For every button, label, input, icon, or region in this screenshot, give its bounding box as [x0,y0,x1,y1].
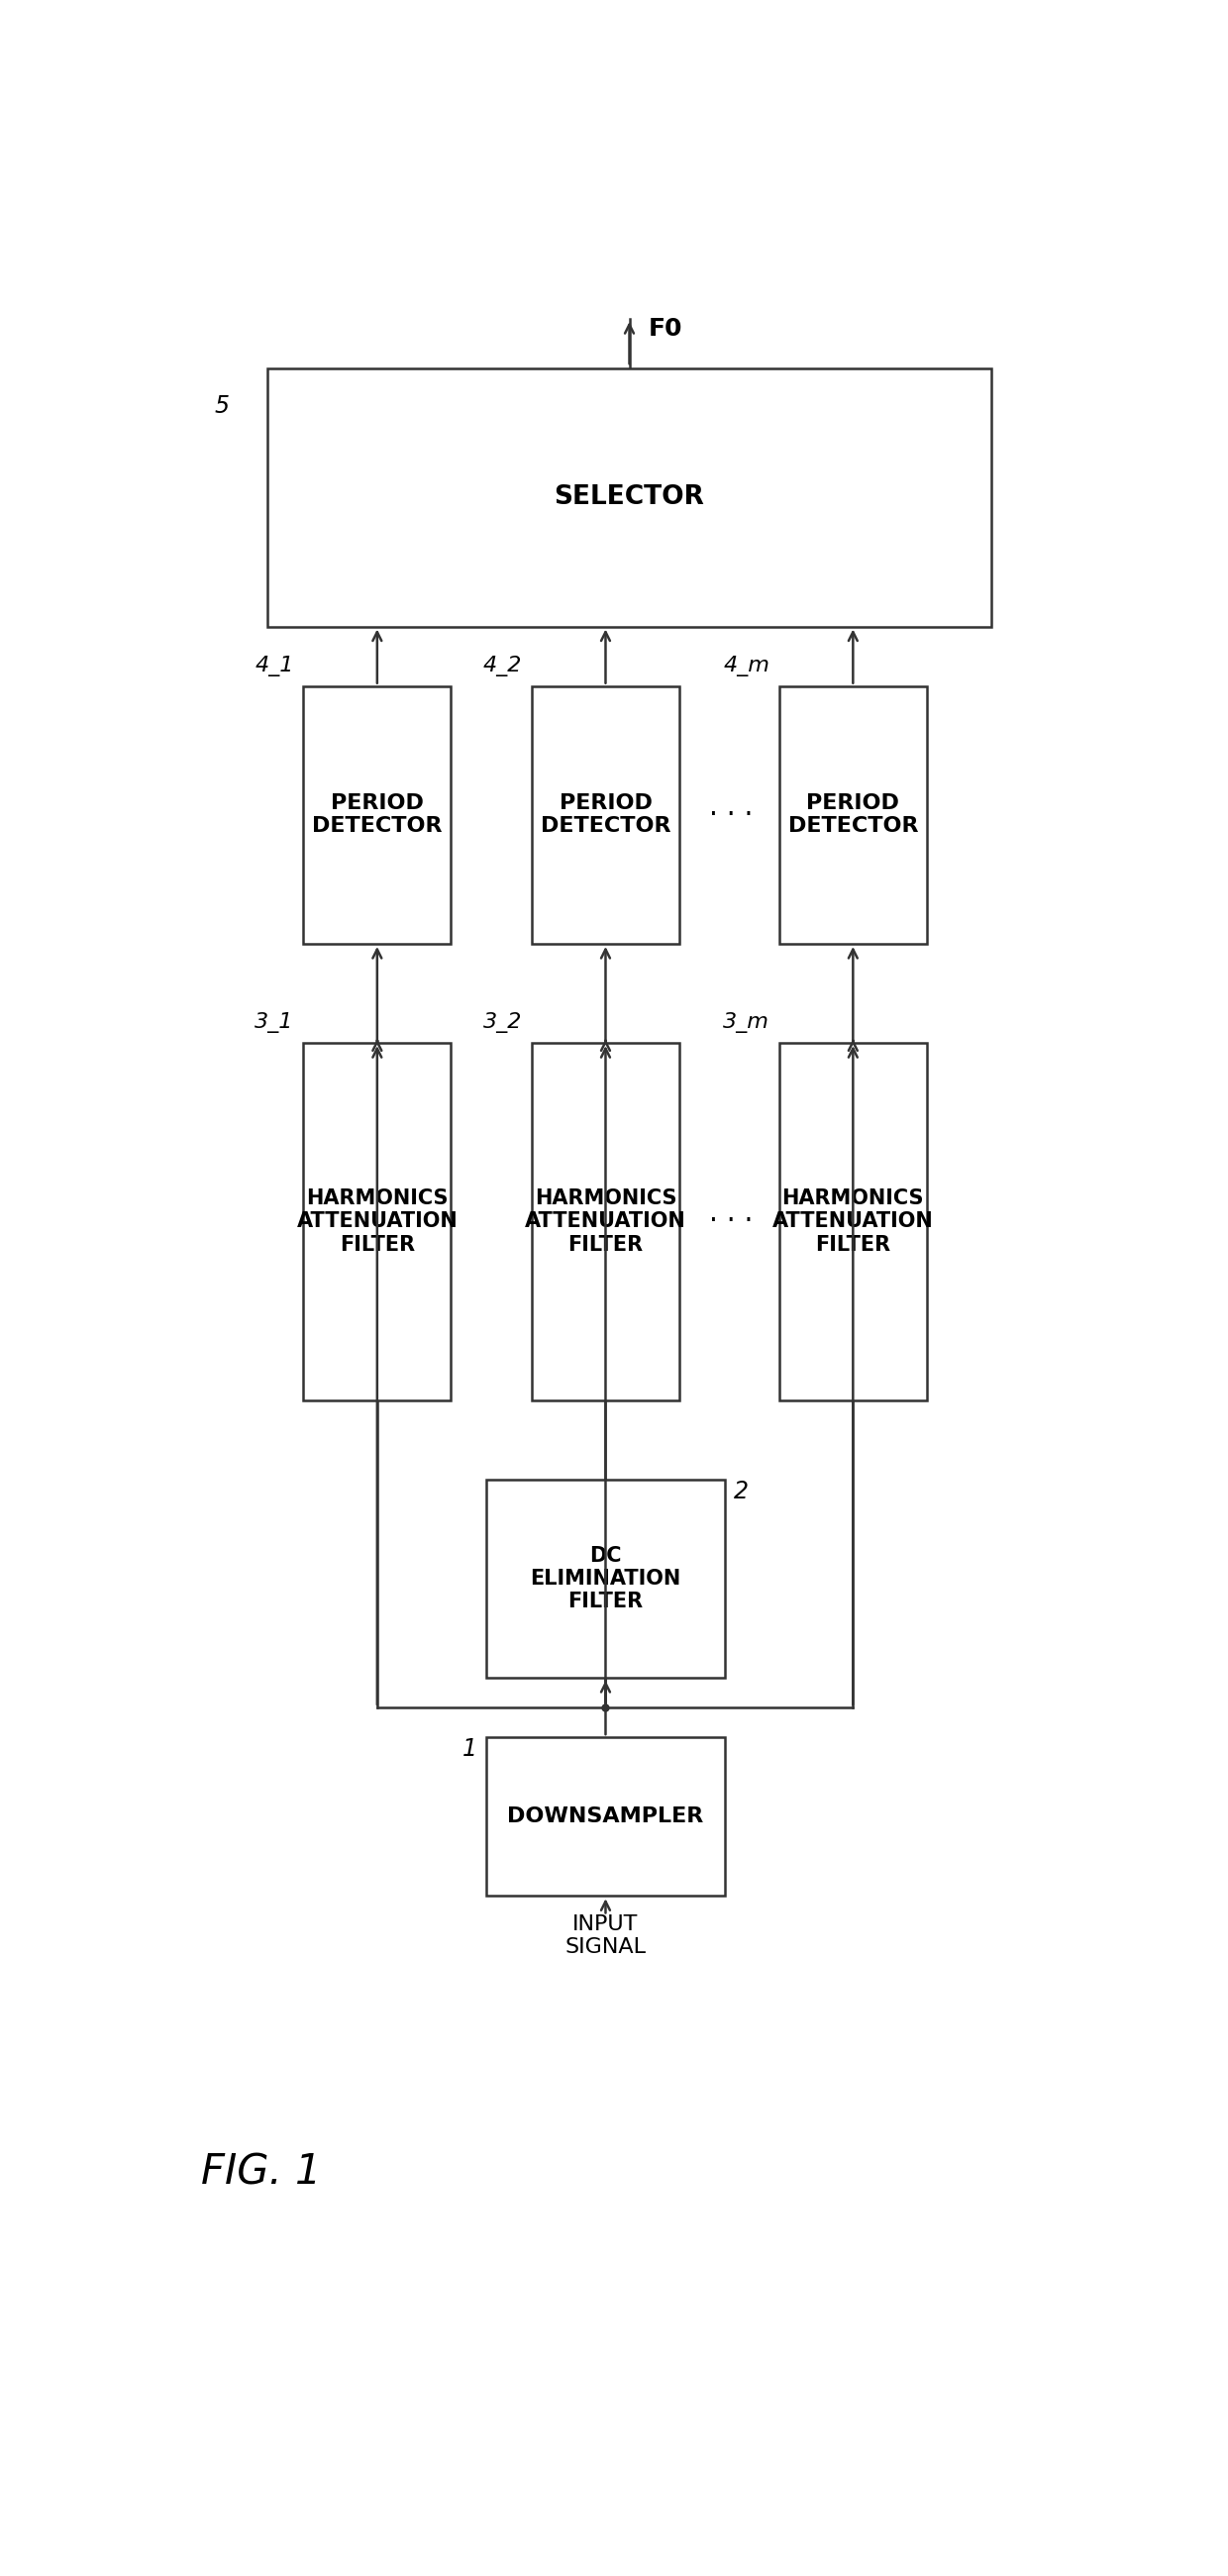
Bar [780,685,927,943]
Text: F0: F0 [648,317,683,340]
Text: DOWNSAMPLER: DOWNSAMPLER [507,1806,704,1826]
Bar [268,368,991,626]
Bar [303,685,451,943]
Text: DC
ELIMINATION
FILTER: DC ELIMINATION FILTER [530,1546,682,1613]
Text: INPUT
SIGNAL: INPUT SIGNAL [565,1914,646,1958]
Text: 4_m: 4_m [723,654,770,675]
Text: 2: 2 [734,1479,749,1504]
Text: SELECTOR: SELECTOR [554,484,705,510]
Text: 4_1: 4_1 [255,654,293,675]
Text: 3_2: 3_2 [484,1012,522,1033]
Text: FIG. 1: FIG. 1 [201,2151,322,2195]
Bar [486,1736,725,1896]
Text: PERIOD
DETECTOR: PERIOD DETECTOR [312,793,442,837]
Bar [532,1043,679,1399]
Bar [303,1043,451,1399]
Bar [780,1043,927,1399]
Text: 3_m: 3_m [723,1012,770,1033]
Text: 1: 1 [462,1736,476,1762]
Text: 4_2: 4_2 [484,654,522,675]
Text: HARMONICS
ATTENUATION
FILTER: HARMONICS ATTENUATION FILTER [297,1188,458,1255]
Text: PERIOD
DETECTOR: PERIOD DETECTOR [540,793,670,837]
Text: HARMONICS
ATTENUATION
FILTER: HARMONICS ATTENUATION FILTER [524,1188,686,1255]
Text: 3_1: 3_1 [255,1012,293,1033]
Text: · · ·: · · · [710,801,753,829]
Bar [486,1479,725,1677]
Bar [532,685,679,943]
Text: · · ·: · · · [710,1208,753,1236]
Text: PERIOD
DETECTOR: PERIOD DETECTOR [788,793,919,837]
Text: 5: 5 [215,394,230,417]
Text: HARMONICS
ATTENUATION
FILTER: HARMONICS ATTENUATION FILTER [772,1188,933,1255]
